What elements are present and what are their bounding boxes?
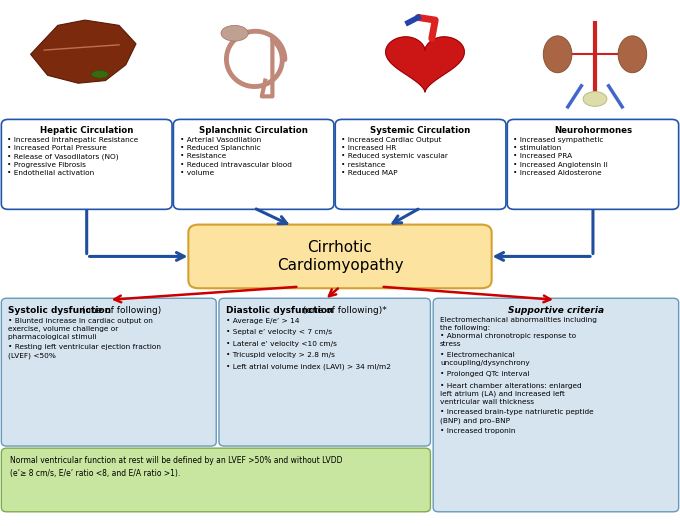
Text: • Left atrial volume index (LAVI) > 34 ml/m2: • Left atrial volume index (LAVI) > 34 m… [226,364,391,370]
Text: Hepatic Circulation: Hepatic Circulation [40,126,133,135]
Ellipse shape [583,92,607,106]
Text: Supportive criteria: Supportive criteria [508,306,604,315]
Ellipse shape [543,36,572,73]
Text: • Abnormal chronotropic response to
stress: • Abnormal chronotropic response to stre… [440,333,576,348]
Polygon shape [386,37,464,92]
Text: • Heart chamber alterations: enlarged
left atrium (LA) and increased left
ventri: • Heart chamber alterations: enlarged le… [440,383,581,406]
Text: • Electromechanical
uncoupling/dysynchrony: • Electromechanical uncoupling/dysynchro… [440,352,530,367]
Text: • Increased Cardiac Output
• Increased HR
• Reduced systemic vascular
• resistan: • Increased Cardiac Output • Increased H… [341,137,448,176]
Text: • Resting left ventricular ejection fraction
(LVEF) <50%: • Resting left ventricular ejection frac… [8,344,161,359]
Ellipse shape [91,70,108,78]
FancyBboxPatch shape [173,119,334,209]
FancyBboxPatch shape [335,119,506,209]
Bar [0,5,680,118]
Text: Neurohormones: Neurohormones [554,126,632,135]
FancyBboxPatch shape [1,298,216,446]
Text: • Average E/e’ > 14: • Average E/e’ > 14 [226,318,299,323]
Text: • Increased sympathetic
• stimulation
• Increased PRA
• Increased Angiotensin II: • Increased sympathetic • stimulation • … [513,137,608,176]
Text: Normal ventricular function at rest will be defined by an LVEF >50% and without : Normal ventricular function at rest will… [10,456,343,478]
Ellipse shape [618,36,647,73]
Text: Electromechanical abnormalities including
the following:: Electromechanical abnormalities includin… [440,317,597,331]
Text: Splanchnic Circulation: Splanchnic Circulation [199,126,308,135]
FancyBboxPatch shape [1,119,172,209]
Text: Systemic Circulation: Systemic Circulation [371,126,471,135]
Ellipse shape [221,25,248,41]
Text: • Increased Intrahepatic Resistance
• Increased Portal Pressure
• Release of Vas: • Increased Intrahepatic Resistance • In… [7,137,139,176]
FancyBboxPatch shape [219,298,430,446]
Text: (one of following): (one of following) [79,306,161,315]
FancyBboxPatch shape [507,119,679,209]
Polygon shape [31,20,136,83]
Text: • Increased brain-type natriuretic peptide
(BNP) and pro–BNP: • Increased brain-type natriuretic pepti… [440,409,594,424]
Text: • Prolonged QTc interval: • Prolonged QTc interval [440,371,530,377]
FancyBboxPatch shape [433,298,679,512]
FancyBboxPatch shape [1,448,430,512]
Text: Diastolic dysfunction: Diastolic dysfunction [226,306,333,315]
Text: • Blunted increase in cardiac output on
exercise, volume challenge or
pharmacolo: • Blunted increase in cardiac output on … [8,318,153,340]
FancyBboxPatch shape [188,225,492,288]
Text: • Septal e’ velocity < 7 cm/s: • Septal e’ velocity < 7 cm/s [226,329,332,335]
Text: • Arterial Vasodilation
• Reduced Splanchnic
• Resistance
• Reduced intravascula: • Arterial Vasodilation • Reduced Splanc… [180,137,292,176]
Text: (one of following)*: (one of following)* [300,306,387,315]
Text: • Increased troponin: • Increased troponin [440,428,515,434]
Text: • Tricuspid velocity > 2.8 m/s: • Tricuspid velocity > 2.8 m/s [226,352,335,358]
Text: Cirrhotic
Cardiomyopathy: Cirrhotic Cardiomyopathy [277,240,403,273]
Text: • Lateral e’ velocity <10 cm/s: • Lateral e’ velocity <10 cm/s [226,341,337,347]
Text: Systolic dysfunction: Systolic dysfunction [8,306,112,315]
